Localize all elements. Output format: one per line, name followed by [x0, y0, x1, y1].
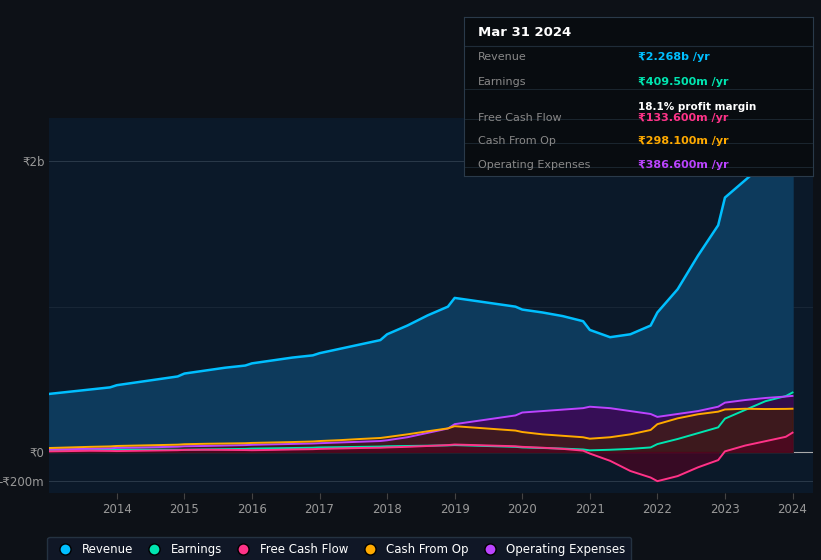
Text: 18.1% profit margin: 18.1% profit margin: [639, 102, 757, 112]
Text: ₹386.600m /yr: ₹386.600m /yr: [639, 160, 729, 170]
Text: Cash From Op: Cash From Op: [478, 137, 556, 147]
Text: ₹298.100m /yr: ₹298.100m /yr: [639, 137, 729, 147]
Text: Mar 31 2024: Mar 31 2024: [478, 26, 571, 39]
Text: ₹409.500m /yr: ₹409.500m /yr: [639, 77, 729, 87]
Text: Revenue: Revenue: [478, 52, 526, 62]
Text: ₹133.600m /yr: ₹133.600m /yr: [639, 113, 729, 123]
Text: Free Cash Flow: Free Cash Flow: [478, 113, 562, 123]
Text: Earnings: Earnings: [478, 77, 526, 87]
Legend: Revenue, Earnings, Free Cash Flow, Cash From Op, Operating Expenses: Revenue, Earnings, Free Cash Flow, Cash …: [48, 537, 631, 560]
Text: Operating Expenses: Operating Expenses: [478, 160, 590, 170]
Text: ₹2.268b /yr: ₹2.268b /yr: [639, 52, 710, 62]
